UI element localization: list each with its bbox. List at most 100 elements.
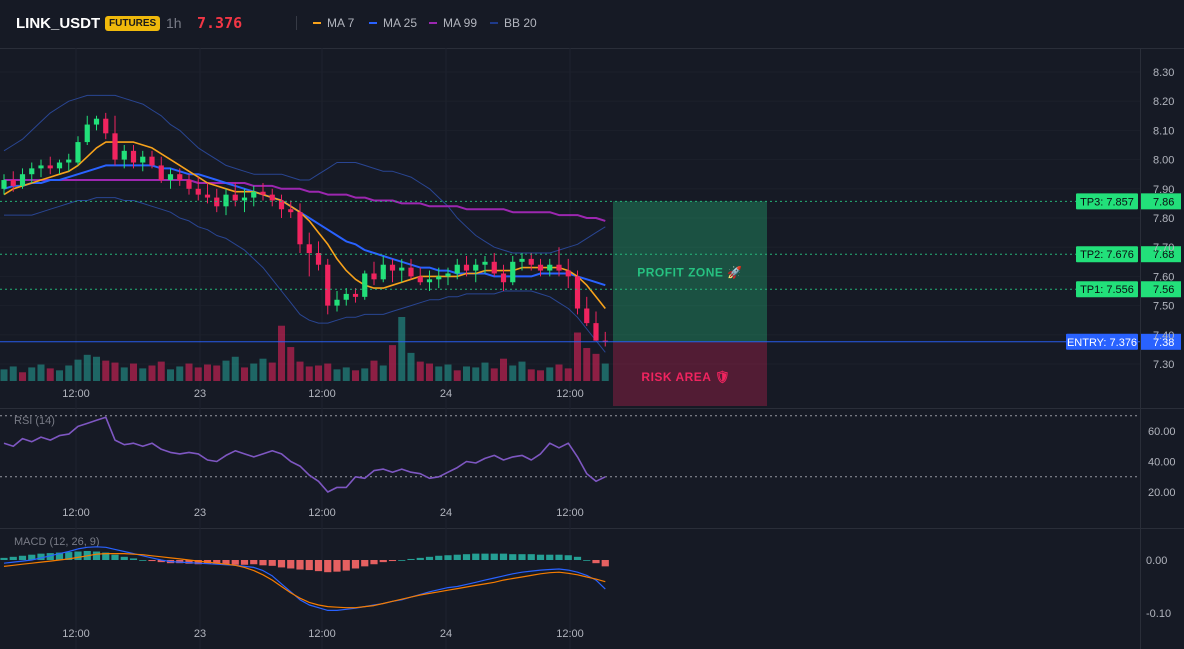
candle[interactable] xyxy=(260,182,266,201)
candle[interactable] xyxy=(343,288,349,306)
candle[interactable] xyxy=(584,296,590,327)
candle[interactable] xyxy=(84,115,90,145)
candle[interactable] xyxy=(140,150,146,172)
candle[interactable] xyxy=(177,168,183,186)
legend-bb20[interactable]: BB 20 xyxy=(490,16,537,30)
candle[interactable] xyxy=(547,258,553,277)
candle[interactable] xyxy=(149,150,155,169)
candle[interactable] xyxy=(130,145,137,169)
candle[interactable] xyxy=(251,185,257,207)
candle[interactable] xyxy=(112,115,118,166)
candle[interactable] xyxy=(75,136,81,166)
candle[interactable] xyxy=(408,258,414,280)
candle[interactable] xyxy=(306,232,312,277)
bb-lower-line xyxy=(4,197,606,353)
candle-body xyxy=(389,264,396,271)
time-axis-tick: 24 xyxy=(440,388,452,400)
volume-bar xyxy=(453,370,461,381)
tp1-axis-box xyxy=(1141,281,1181,298)
symbol-title[interactable]: LINK_USDT xyxy=(16,15,101,32)
candle[interactable] xyxy=(491,253,497,277)
candle[interactable] xyxy=(167,168,174,189)
candle[interactable] xyxy=(500,264,507,291)
candle[interactable] xyxy=(380,255,386,283)
candle[interactable] xyxy=(56,159,63,175)
candle[interactable] xyxy=(103,112,109,140)
candle[interactable] xyxy=(47,156,53,175)
candle[interactable] xyxy=(288,200,294,218)
macd-histogram-bar xyxy=(9,556,17,560)
candle-body xyxy=(334,299,340,306)
volume-bar xyxy=(74,359,82,381)
candle[interactable] xyxy=(315,241,322,271)
candle[interactable] xyxy=(93,115,100,131)
macd-histogram-bar xyxy=(453,554,461,560)
candle[interactable] xyxy=(352,288,359,303)
candle[interactable] xyxy=(195,177,201,201)
candle[interactable] xyxy=(417,267,423,286)
candle[interactable] xyxy=(519,253,525,271)
interval-label[interactable]: 1h xyxy=(166,15,182,31)
price-axis-tick: 8.20 xyxy=(1153,96,1174,108)
legend-ma99[interactable]: MA 99 xyxy=(429,16,477,30)
macd-histogram-bar xyxy=(120,556,128,560)
candle[interactable] xyxy=(426,270,433,291)
candle[interactable] xyxy=(565,258,571,289)
candle[interactable] xyxy=(399,258,405,283)
candle[interactable] xyxy=(556,247,562,277)
candle[interactable] xyxy=(445,267,451,286)
candle[interactable] xyxy=(223,188,229,216)
legend-ma7[interactable]: MA 7 xyxy=(313,16,354,30)
candle[interactable] xyxy=(482,255,488,274)
candle[interactable] xyxy=(121,145,127,169)
candle[interactable] xyxy=(269,188,275,207)
candle[interactable] xyxy=(473,258,479,283)
entry-axis-box xyxy=(1141,333,1181,350)
candle[interactable] xyxy=(454,258,460,280)
candle-body xyxy=(371,273,377,280)
candle[interactable] xyxy=(186,174,192,195)
candle[interactable] xyxy=(29,162,35,183)
candle[interactable] xyxy=(602,331,608,347)
volume-bar xyxy=(176,366,184,381)
candle[interactable] xyxy=(278,194,285,218)
candle[interactable] xyxy=(334,291,340,312)
candle-body xyxy=(140,156,146,163)
macd-histogram-bar xyxy=(555,554,563,560)
candle[interactable] xyxy=(593,311,599,341)
candle[interactable] xyxy=(574,270,581,315)
macd-histogram-bar xyxy=(157,560,165,563)
candle[interactable] xyxy=(436,267,442,289)
candle[interactable] xyxy=(204,182,211,204)
candle[interactable] xyxy=(510,255,516,286)
candle[interactable] xyxy=(362,270,368,300)
candle[interactable] xyxy=(325,258,331,315)
profit-zone[interactable] xyxy=(613,201,767,342)
candle[interactable] xyxy=(1,174,7,195)
candle[interactable] xyxy=(158,156,164,183)
candle-body xyxy=(445,273,451,277)
candle[interactable] xyxy=(241,188,248,213)
candle-body xyxy=(380,264,386,280)
candle[interactable] xyxy=(528,253,534,271)
candle[interactable] xyxy=(38,159,44,178)
candle[interactable] xyxy=(463,255,470,277)
rsi-line xyxy=(3,416,606,493)
candle-body xyxy=(260,191,266,195)
candle[interactable] xyxy=(66,153,72,172)
candle[interactable] xyxy=(10,171,16,192)
candle[interactable] xyxy=(19,168,26,189)
legend-ma25[interactable]: MA 25 xyxy=(369,16,417,30)
candle[interactable] xyxy=(389,258,396,283)
candle-body xyxy=(362,273,368,297)
candle-body xyxy=(130,150,137,163)
candle[interactable] xyxy=(297,203,303,254)
candle[interactable] xyxy=(232,182,238,207)
risk-zone[interactable] xyxy=(613,341,767,406)
tp1-label: TP1: 7.556 xyxy=(1080,284,1134,296)
candle[interactable] xyxy=(371,261,377,286)
volume-bar xyxy=(583,348,591,381)
candle[interactable] xyxy=(214,188,220,213)
candle[interactable] xyxy=(537,258,544,277)
